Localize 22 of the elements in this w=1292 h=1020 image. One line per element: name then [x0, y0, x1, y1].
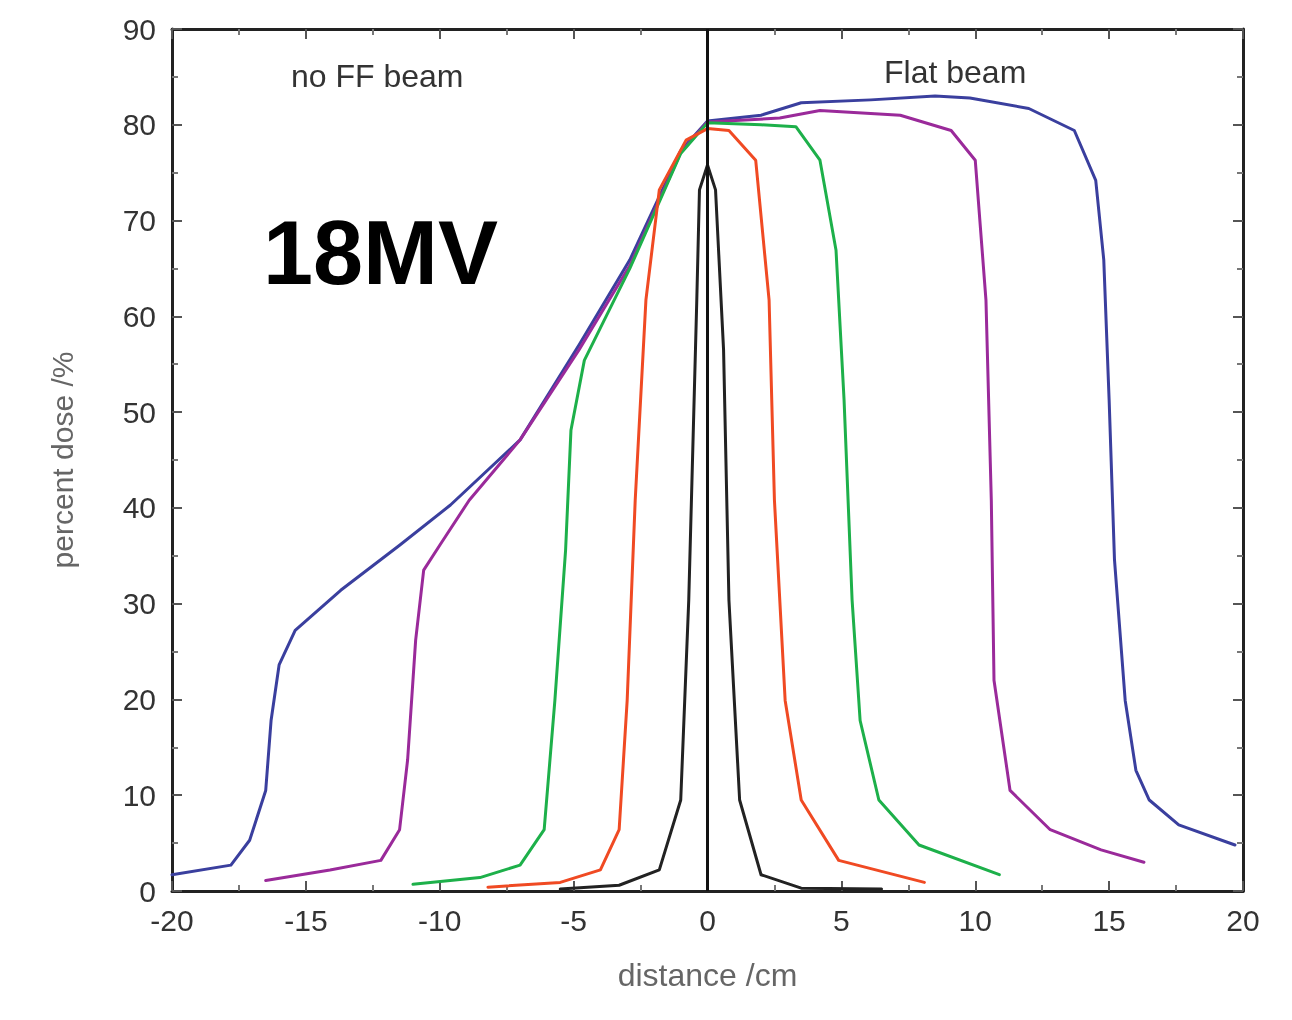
annotation: 18MV — [263, 203, 499, 303]
x-tick-label: 10 — [958, 903, 992, 937]
y-tick-label: 30 — [122, 587, 156, 621]
x-tick-label: 0 — [699, 903, 716, 937]
annotation: Flat beam — [884, 54, 1027, 90]
y-tick-label: 40 — [122, 491, 156, 525]
y-tick-label: 80 — [122, 108, 156, 142]
y-axis-title: percent dose /% — [45, 351, 79, 569]
y-tick-label: 50 — [122, 395, 156, 429]
x-axis-title: distance /cm — [617, 957, 798, 993]
x-tick-label: -15 — [284, 903, 328, 937]
y-tick-label: 60 — [122, 299, 156, 333]
y-tick-label: 20 — [122, 682, 156, 716]
y-tick-label: 10 — [122, 778, 156, 812]
y-tick-label: 70 — [122, 204, 156, 238]
x-tick-label: 20 — [1226, 903, 1260, 937]
x-tick-label: 5 — [833, 903, 850, 937]
x-tick-label: 15 — [1092, 903, 1126, 937]
annotation: no FF beam — [291, 58, 464, 94]
y-tick-label: 90 — [122, 12, 156, 46]
x-tick-label: -10 — [418, 903, 462, 937]
x-tick-label: -5 — [560, 903, 587, 937]
